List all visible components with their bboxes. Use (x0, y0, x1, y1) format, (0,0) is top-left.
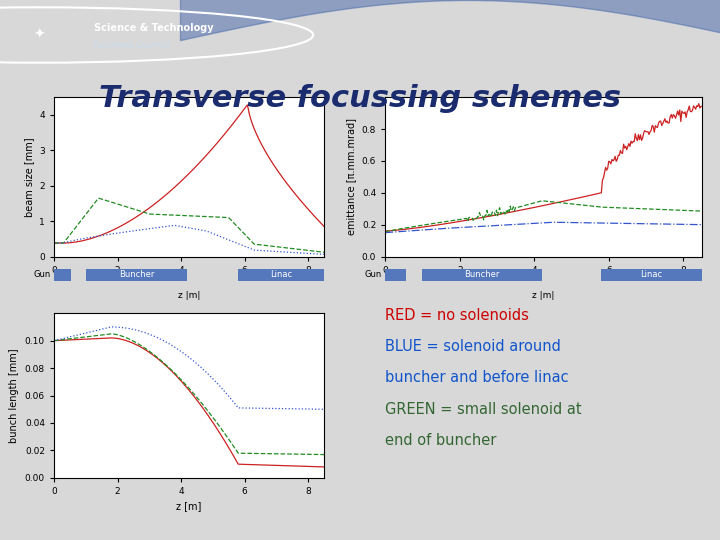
Text: end of buncher: end of buncher (385, 433, 497, 448)
Text: Buncher: Buncher (119, 271, 154, 279)
Text: Science & Technology: Science & Technology (94, 23, 213, 33)
Text: RED = no solenoids: RED = no solenoids (385, 308, 529, 323)
Text: z |m|: z |m| (178, 291, 200, 300)
Text: Facilities Council: Facilities Council (94, 40, 169, 50)
Text: Linac: Linac (270, 271, 292, 279)
Text: Gun: Gun (364, 271, 382, 279)
Text: GREEN = small solenoid at: GREEN = small solenoid at (385, 402, 582, 417)
Text: buncher and before linac: buncher and before linac (385, 370, 569, 386)
Y-axis label: bunch length [mm]: bunch length [mm] (9, 348, 19, 443)
Text: Linac: Linac (641, 271, 662, 279)
Text: BLUE = solenoid around: BLUE = solenoid around (385, 339, 561, 354)
Y-axis label: beam size [mm]: beam size [mm] (24, 137, 34, 217)
X-axis label: z [m]: z [m] (176, 502, 202, 511)
Y-axis label: emittance [π.mm.mrad]: emittance [π.mm.mrad] (346, 118, 356, 235)
Text: Gun: Gun (33, 271, 50, 279)
Text: Transverse focussing schemes: Transverse focussing schemes (99, 84, 621, 113)
Text: Buncher: Buncher (464, 271, 500, 279)
Text: z |m|: z |m| (532, 291, 555, 300)
Text: ✦: ✦ (34, 28, 45, 42)
